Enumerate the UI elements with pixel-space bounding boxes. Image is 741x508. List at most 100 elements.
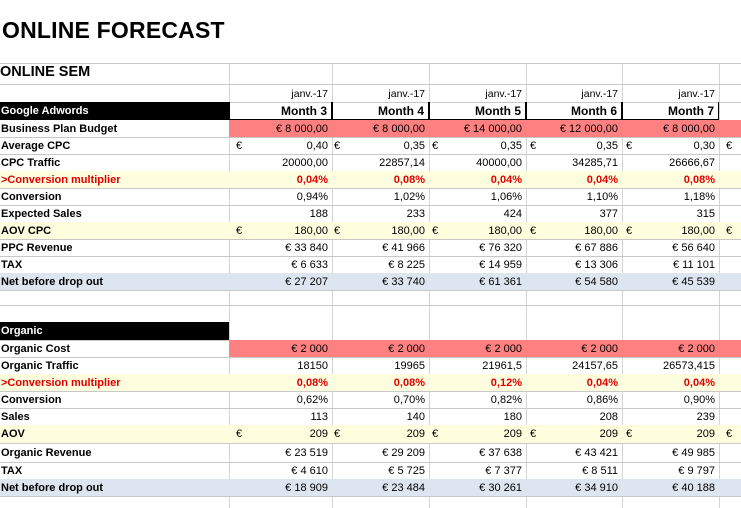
value-cell[interactable]: 188: [309, 207, 328, 220]
value-cell[interactable]: € 11 101: [672, 258, 715, 271]
value-cell[interactable]: 0,08%: [296, 376, 328, 389]
value-cell[interactable]: € 8 000,00: [663, 122, 715, 135]
value-cell[interactable]: 180,00: [681, 224, 715, 237]
value-cell[interactable]: € 2 000: [291, 342, 328, 355]
value-cell[interactable]: 0,08%: [393, 376, 425, 389]
table-row: Organic Cost € 2 000 € 2 000 € 2 000 € 2 000…: [0, 340, 741, 357]
value-cell[interactable]: 0,40: [306, 139, 328, 152]
value-cell[interactable]: € 30 261: [479, 481, 522, 494]
value-cell[interactable]: 0,08%: [393, 173, 425, 186]
month-header: Month 6: [526, 102, 622, 120]
value-cell[interactable]: 208: [599, 410, 618, 423]
value-cell[interactable]: 0,04%: [683, 376, 715, 389]
value-cell[interactable]: € 7 377: [485, 464, 522, 477]
value-cell[interactable]: € 14 959: [479, 258, 522, 271]
value-cell[interactable]: 209: [599, 428, 618, 440]
value-cell[interactable]: 1,02%: [393, 190, 425, 203]
value-cell[interactable]: 315: [696, 207, 715, 220]
currency-symbol: €: [334, 139, 341, 152]
value-cell[interactable]: 34285,71: [572, 156, 618, 169]
value-cell[interactable]: 233: [406, 207, 425, 220]
value-cell[interactable]: 209: [309, 428, 328, 440]
value-cell[interactable]: 140: [406, 410, 425, 423]
value-cell[interactable]: € 6 633: [291, 258, 328, 271]
value-cell[interactable]: 180: [503, 410, 522, 423]
value-cell[interactable]: € 13 306: [575, 258, 618, 271]
value-cell[interactable]: € 45 539: [672, 275, 715, 288]
value-cell[interactable]: € 12 000,00: [559, 122, 618, 135]
value-cell[interactable]: € 43 421: [575, 446, 618, 459]
value-cell[interactable]: 180,00: [488, 224, 522, 237]
value-cell[interactable]: € 23 519: [285, 446, 328, 459]
value-cell[interactable]: € 8 000,00: [276, 122, 328, 135]
value-cell[interactable]: 0,35: [596, 139, 618, 152]
value-cell[interactable]: 424: [503, 207, 522, 220]
value-cell[interactable]: € 8 225: [388, 258, 425, 271]
value-cell[interactable]: € 2 000: [581, 342, 618, 355]
value-cell[interactable]: € 8 000,00: [373, 122, 425, 135]
value-cell[interactable]: 22857,14: [379, 156, 425, 169]
value-cell[interactable]: € 2 000: [485, 342, 522, 355]
value-cell[interactable]: 180,00: [391, 224, 425, 237]
value-cell[interactable]: € 37 638: [479, 446, 522, 459]
value-cell[interactable]: 239: [696, 410, 715, 423]
value-cell[interactable]: 377: [599, 207, 618, 220]
value-cell[interactable]: 1,06%: [490, 190, 522, 203]
value-cell[interactable]: € 41 966: [382, 241, 425, 254]
value-cell[interactable]: 0,86%: [586, 393, 618, 406]
value-cell[interactable]: € 4 610: [291, 464, 328, 477]
value-cell[interactable]: 209: [696, 428, 715, 440]
value-cell[interactable]: € 54 580: [575, 275, 618, 288]
value-cell[interactable]: € 29 209: [382, 446, 425, 459]
value-cell[interactable]: 0,04%: [586, 173, 618, 186]
value-cell[interactable]: 209: [503, 428, 522, 440]
value-cell[interactable]: 0,94%: [296, 190, 328, 203]
value-cell[interactable]: 0,62%: [296, 393, 328, 406]
value-cell[interactable]: 113: [310, 410, 328, 423]
value-cell[interactable]: € 33 840: [285, 241, 328, 254]
value-cell[interactable]: 0,70%: [393, 393, 425, 406]
value-cell[interactable]: € 61 361: [479, 275, 522, 288]
value-cell[interactable]: 21961,5: [482, 359, 522, 372]
value-cell[interactable]: € 18 909: [285, 481, 328, 494]
value-cell[interactable]: € 5 725: [388, 464, 425, 477]
value-cell[interactable]: 26666,67: [669, 156, 715, 169]
value-cell[interactable]: € 56 640: [672, 241, 715, 254]
value-cell[interactable]: € 34 910: [575, 481, 618, 494]
value-cell[interactable]: 0,08%: [683, 173, 715, 186]
value-cell[interactable]: 180,00: [584, 224, 618, 237]
value-cell[interactable]: € 23 484: [382, 481, 425, 494]
value-cell[interactable]: 1,18%: [683, 190, 715, 203]
value-cell[interactable]: € 76 320: [479, 241, 522, 254]
value-cell[interactable]: € 2 000: [678, 342, 715, 355]
value-cell[interactable]: € 9 797: [678, 464, 715, 477]
value-cell[interactable]: 0,35: [403, 139, 425, 152]
value-cell[interactable]: 0,90%: [683, 393, 715, 406]
value-cell[interactable]: 0,82%: [490, 393, 522, 406]
value-cell[interactable]: 20000,00: [282, 156, 328, 169]
value-cell[interactable]: € 14 000,00: [463, 122, 522, 135]
value-cell[interactable]: 24157,65: [572, 359, 618, 372]
value-cell[interactable]: 0,35: [500, 139, 522, 152]
value-cell[interactable]: 26573,415: [663, 359, 715, 372]
value-cell[interactable]: 0,04%: [586, 376, 618, 389]
value-cell[interactable]: 1,10%: [586, 190, 618, 203]
value-cell[interactable]: 40000,00: [476, 156, 522, 169]
value-cell[interactable]: € 33 740: [382, 275, 425, 288]
value-cell[interactable]: 18150: [297, 359, 328, 372]
value-cell[interactable]: 0,04%: [296, 173, 328, 186]
value-cell[interactable]: 209: [406, 428, 425, 440]
value-cell[interactable]: 180,00: [294, 224, 328, 237]
value-cell[interactable]: € 8 511: [582, 464, 618, 477]
row-label: Net before drop out: [1, 481, 104, 494]
organic-header-row: Organic: [0, 322, 741, 340]
value-cell[interactable]: 0,12%: [490, 376, 522, 389]
value-cell[interactable]: € 40 188: [672, 481, 715, 494]
value-cell[interactable]: € 67 886: [575, 241, 618, 254]
value-cell[interactable]: € 49 985: [672, 446, 715, 459]
value-cell[interactable]: 19965: [394, 359, 425, 372]
value-cell[interactable]: 0,30: [693, 139, 715, 152]
value-cell[interactable]: € 2 000: [388, 342, 425, 355]
value-cell[interactable]: 0,04%: [490, 173, 522, 186]
value-cell[interactable]: € 27 207: [285, 275, 328, 288]
